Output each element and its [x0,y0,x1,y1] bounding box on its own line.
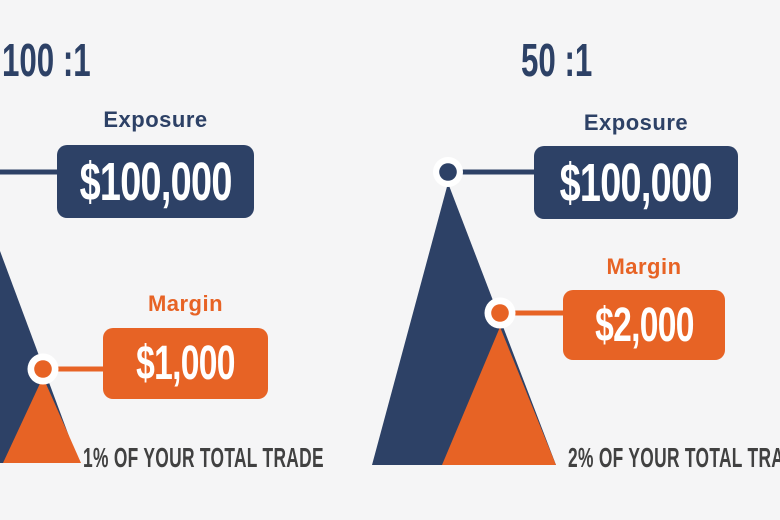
margin-triangle-left [3,377,81,463]
exposure-value-box-left: $100,000 [57,145,254,218]
margin-value-left: $1,000 [136,337,235,390]
exposure-label-left: Exposure [103,107,208,132]
ratio-title-left: 100 :1 [2,37,132,83]
margin-triangle-right [442,327,556,465]
ratio-title-left-text: 100 :1 [2,34,91,86]
exposure-value-box-right: $100,000 [534,146,738,219]
margin-marker-dot-left [34,360,52,378]
margin-marker-dot-right [491,304,509,322]
margin-label-right: Margin [606,254,682,279]
ratio-title-right-text: 50 :1 [521,34,593,86]
exposure-label-right: Exposure [583,110,689,135]
margin-value-box-left: $1,000 [103,328,268,399]
exposure-value-left: $100,000 [79,151,232,212]
exposure-value-right: $100,000 [559,152,713,213]
apex-marker-dot-right [439,163,457,181]
footnote-right-text: 2% OF YOUR TOTAL TRADE [568,442,780,473]
footnote-right: 2% OF YOUR TOTAL TRADE [568,444,780,472]
margin-value-box-right: $2,000 [563,290,725,360]
footnote-left: 1% OF YOUR TOTAL TRADE [83,444,472,472]
ratio-title-right: 50 :1 [521,37,626,83]
margin-label-left: Margin [147,291,224,316]
margin-value-right: $2,000 [594,298,694,352]
footnote-left-text: 1% OF YOUR TOTAL TRADE [83,442,324,473]
